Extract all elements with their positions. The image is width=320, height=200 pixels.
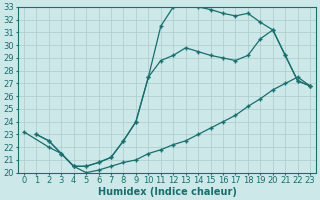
X-axis label: Humidex (Indice chaleur): Humidex (Indice chaleur) (98, 187, 236, 197)
